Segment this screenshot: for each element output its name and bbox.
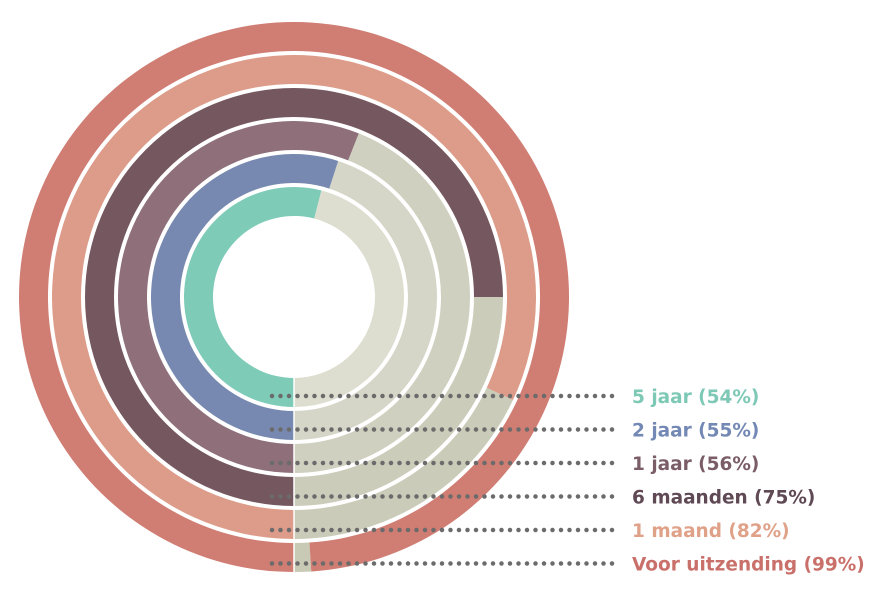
ring-label-1-jaar: 1 jaar (56%): [632, 454, 759, 475]
ring-label-6-maanden: 6 maanden (75%): [632, 488, 815, 509]
ring-track-voor-uitzending: [294, 542, 312, 572]
ring-bar-5-jaar: [183, 187, 322, 408]
ring-track-2-jaar: [294, 160, 438, 441]
ring-track-1-jaar: [294, 133, 470, 473]
ring-track-5-jaar: [294, 190, 404, 407]
ring-label-1-maand: 1 maand (82%): [632, 521, 790, 542]
ring-bar-2-jaar: [151, 153, 339, 440]
ring-label-5-jaar: 5 jaar (54%): [632, 387, 759, 408]
ring-label-2-jaar: 2 jaar (55%): [632, 421, 759, 442]
ring-label-voor-uitzending: Voor uitzending (99%): [632, 555, 865, 576]
